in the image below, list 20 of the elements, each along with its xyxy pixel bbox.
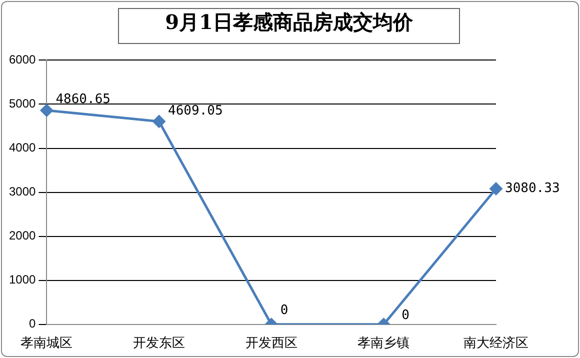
data-label: 0: [280, 302, 288, 318]
chart-title: 9月1日孝感商品房成交均价: [118, 8, 460, 44]
y-tick-label: 6000: [8, 52, 36, 67]
x-tick-label: 孝南城区: [20, 334, 73, 350]
data-label: 4609.05: [168, 103, 223, 118]
y-tick-label: 5000: [8, 96, 36, 111]
point: [152, 115, 166, 128]
y-tick-label: 0: [29, 316, 36, 331]
data-label: 4860.65: [56, 92, 110, 108]
x-tick-label: 开发东区: [133, 334, 186, 350]
y-tick-label: 3000: [8, 184, 36, 199]
x-tick-label: 开发西区: [245, 334, 298, 350]
x-tick-label: 孝南乡镇: [358, 334, 410, 350]
data-label: 3080.33: [505, 181, 560, 196]
y-tick-label: 4000: [8, 140, 36, 155]
point: [490, 182, 502, 196]
y-tick-label: 1000: [8, 272, 36, 287]
x-tick-label: 南大经济区: [464, 334, 528, 350]
data-label: 0: [402, 308, 410, 323]
y-tick-label: 2000: [8, 228, 36, 243]
